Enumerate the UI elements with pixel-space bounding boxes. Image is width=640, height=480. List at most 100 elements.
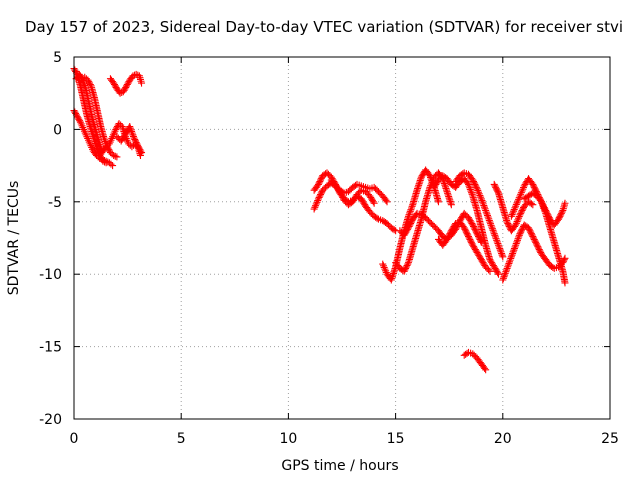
data-point-marker — [131, 136, 139, 144]
data-point-marker — [444, 234, 452, 242]
data-point-marker — [488, 225, 496, 233]
data-point-marker — [403, 227, 411, 235]
data-point-marker — [359, 198, 367, 206]
data-point-marker — [485, 216, 493, 224]
data-point-marker — [473, 230, 481, 238]
data-point-marker — [486, 218, 494, 226]
series-trace-10 — [327, 176, 378, 209]
data-point-marker — [466, 185, 474, 193]
data-point-marker — [499, 274, 507, 282]
x-tick-label: 10 — [279, 431, 297, 447]
y-tick-labels: -20 -15 -10 -5 0 5 — [39, 50, 62, 428]
data-point-marker — [490, 180, 498, 188]
data-point-marker — [382, 267, 390, 275]
data-point-marker — [489, 226, 497, 234]
data-point-marker — [502, 266, 510, 274]
data-point-marker — [480, 203, 488, 211]
data-point-marker — [445, 231, 453, 239]
x-tick-label: 0 — [70, 431, 79, 447]
data-point-marker — [120, 133, 128, 141]
data-point-marker — [76, 117, 84, 125]
data-point-marker — [512, 241, 520, 249]
data-point-marker — [119, 134, 127, 142]
data-point-marker — [113, 153, 121, 161]
data-point-marker — [479, 259, 487, 267]
data-point-marker — [535, 244, 543, 252]
data-point-marker — [488, 259, 496, 267]
data-point-marker — [498, 251, 506, 259]
data-point-marker — [528, 231, 536, 239]
data-point-marker — [516, 192, 524, 200]
data-point-marker — [533, 241, 541, 249]
data-point-marker — [317, 176, 325, 184]
data-point-marker — [109, 162, 117, 170]
data-point-marker — [447, 228, 455, 236]
data-point-marker — [110, 81, 118, 89]
data-point-marker — [509, 250, 517, 258]
data-point-marker — [485, 266, 493, 274]
series-trace-6 — [106, 70, 146, 97]
data-point-marker — [470, 244, 478, 252]
data-point-marker — [469, 241, 477, 249]
data-point-marker — [504, 261, 512, 269]
data-point-marker — [527, 230, 535, 238]
data-point-marker — [466, 184, 474, 192]
data-point-marker — [101, 136, 109, 144]
series-trace-20 — [520, 189, 569, 229]
data-point-marker — [515, 214, 523, 222]
series-trace-12 — [392, 169, 455, 275]
data-point-marker — [337, 189, 345, 197]
data-point-marker — [495, 270, 503, 278]
data-point-marker — [312, 200, 320, 208]
data-point-marker — [380, 263, 388, 271]
data-point-marker — [527, 228, 535, 236]
data-point-marker — [312, 202, 320, 210]
data-point-marker — [477, 254, 485, 262]
data-point-marker — [121, 85, 129, 93]
data-point-marker — [516, 230, 524, 238]
data-point-marker — [490, 228, 498, 236]
data-point-marker — [472, 247, 480, 255]
data-point-marker — [532, 240, 540, 248]
x-tick-label: 5 — [177, 431, 186, 447]
data-point-marker — [527, 200, 535, 208]
data-point-marker — [476, 192, 484, 200]
data-point-marker — [134, 143, 142, 151]
data-point-marker — [481, 205, 489, 213]
data-point-marker — [417, 173, 425, 181]
data-point-marker — [315, 179, 323, 187]
data-point-marker — [74, 114, 82, 122]
data-point-marker — [471, 225, 479, 233]
data-point-marker — [122, 83, 130, 91]
data-point-marker — [520, 184, 528, 192]
data-point-marker — [106, 149, 114, 157]
data-point-marker — [471, 246, 479, 254]
data-point-marker — [81, 73, 89, 81]
data-point-marker — [310, 205, 318, 213]
data-point-marker — [402, 264, 410, 272]
x-tick-label: 15 — [387, 431, 405, 447]
data-point-marker — [406, 221, 414, 229]
data-point-marker — [505, 259, 513, 267]
data-point-marker — [473, 185, 481, 193]
data-point-marker — [425, 170, 433, 178]
data-point-marker — [373, 214, 381, 222]
data-point-marker — [499, 276, 507, 284]
data-point-marker — [512, 200, 520, 208]
grid-lines — [74, 57, 610, 419]
data-point-marker — [485, 215, 493, 223]
data-point-marker — [402, 263, 410, 271]
data-point-marker — [314, 195, 322, 203]
series-trace-8 — [310, 179, 391, 213]
data-point-marker — [469, 222, 477, 230]
data-point-marker — [138, 79, 146, 87]
data-point-marker — [478, 197, 486, 205]
data-point-marker — [483, 210, 491, 218]
data-point-marker — [489, 262, 497, 270]
data-point-marker — [314, 180, 322, 188]
data-point-marker — [495, 241, 503, 249]
data-point-marker — [400, 267, 408, 275]
data-point-marker — [71, 108, 79, 116]
data-point-marker — [494, 240, 502, 248]
